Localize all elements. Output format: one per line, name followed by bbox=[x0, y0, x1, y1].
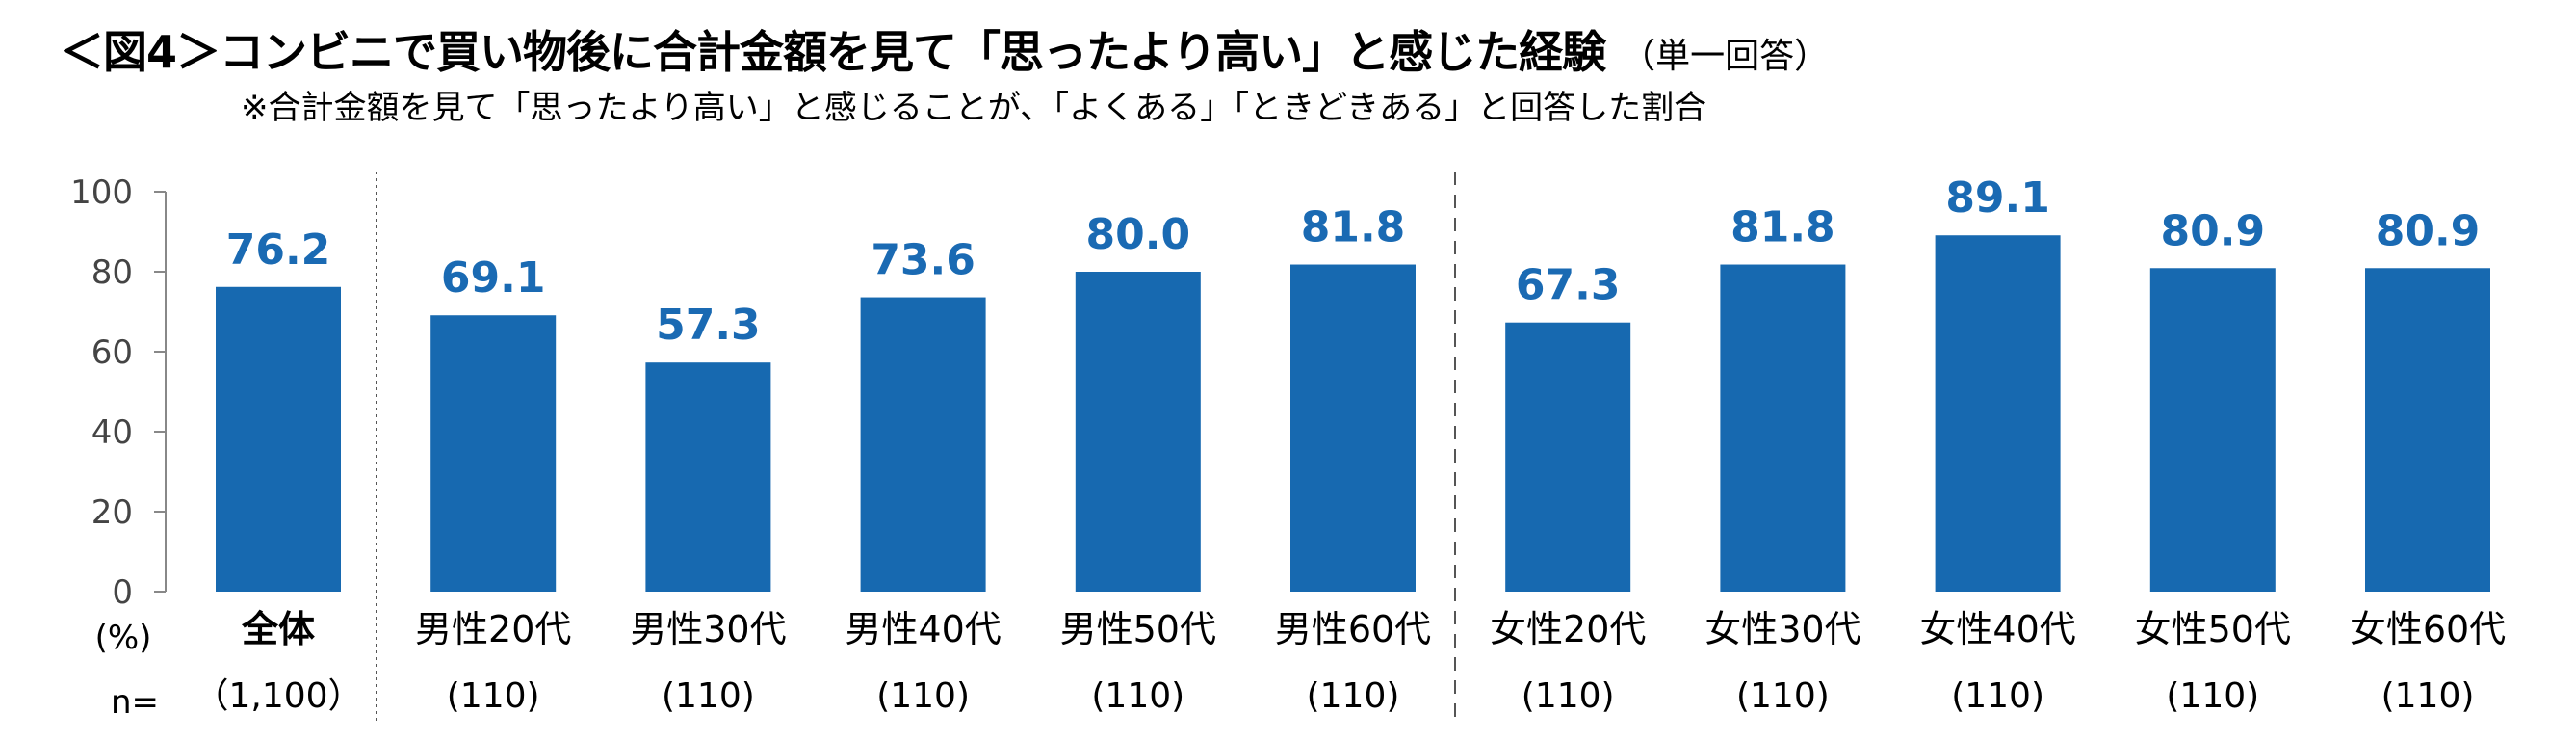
bar bbox=[1505, 322, 1631, 592]
sample-size-label: (110) bbox=[1522, 676, 1615, 716]
x-category-label: 女性20代 bbox=[1490, 608, 1646, 650]
data-label: 81.8 bbox=[1730, 203, 1835, 252]
y-tick-label: 40 bbox=[91, 413, 133, 452]
sample-size-label: (110) bbox=[876, 676, 970, 716]
bar bbox=[216, 286, 341, 592]
bar bbox=[430, 315, 557, 592]
x-category-label: 男性20代 bbox=[415, 608, 571, 650]
chart-subtitle: ※合計金額を見て「思ったより高い」と感じることが、「よくある」「ときどきある」と… bbox=[241, 89, 1707, 127]
sample-size-label: (110) bbox=[2166, 676, 2259, 716]
chart-title-text: ＜図4＞コンビニで買い物後に合計金額を見て「思ったより高い」と感じた経験 bbox=[60, 26, 1606, 78]
sample-size-label: (110) bbox=[2381, 676, 2475, 716]
sample-size-label: (110) bbox=[662, 676, 755, 716]
data-label: 67.3 bbox=[1516, 261, 1621, 310]
data-label: 57.3 bbox=[656, 301, 761, 350]
bar bbox=[645, 362, 771, 592]
chart-title-note: （単一回答） bbox=[1621, 37, 1830, 76]
bar bbox=[1935, 235, 2061, 593]
y-tick-label: 0 bbox=[112, 573, 133, 612]
sample-size-label: (110) bbox=[447, 676, 540, 716]
y-tick-label: 60 bbox=[91, 333, 133, 372]
data-label: 80.9 bbox=[2376, 206, 2481, 255]
y-axis-unit: (%) bbox=[95, 619, 152, 657]
bar bbox=[860, 297, 986, 592]
data-label: 80.0 bbox=[1086, 210, 1191, 259]
sample-size-label: (110) bbox=[1736, 676, 1830, 716]
y-tick-label: 20 bbox=[91, 493, 133, 532]
y-tick-label: 80 bbox=[91, 253, 133, 292]
data-label: 69.1 bbox=[441, 253, 546, 303]
data-label: 76.2 bbox=[226, 225, 331, 275]
data-label: 73.6 bbox=[871, 236, 976, 285]
x-category-label: 男性40代 bbox=[845, 608, 1001, 650]
bar bbox=[1720, 264, 1846, 592]
x-category-label: 女性50代 bbox=[2135, 608, 2291, 650]
x-category-label: 女性30代 bbox=[1704, 608, 1860, 650]
x-category-label: 女性40代 bbox=[1919, 608, 2075, 650]
data-label: 80.9 bbox=[2161, 206, 2266, 255]
bar bbox=[2149, 268, 2276, 592]
chart-title: ＜図4＞コンビニで買い物後に合計金額を見て「思ったより高い」と感じた経験 （単一回… bbox=[60, 17, 1829, 81]
n-prefix-label: n= bbox=[111, 683, 159, 722]
y-tick-label: 100 bbox=[70, 173, 133, 212]
data-label: 81.8 bbox=[1301, 203, 1406, 252]
x-category-label: 全体 bbox=[241, 608, 315, 650]
x-category-label: 男性30代 bbox=[630, 608, 786, 650]
data-label: 89.1 bbox=[1945, 173, 2050, 223]
x-category-label: 女性60代 bbox=[2350, 608, 2506, 650]
sample-size-label: (110) bbox=[1951, 676, 2044, 716]
x-category-label: 男性50代 bbox=[1060, 608, 1216, 650]
bar bbox=[1075, 272, 1201, 592]
sample-size-label: (110) bbox=[1091, 676, 1184, 716]
x-category-label: 男性60代 bbox=[1275, 608, 1431, 650]
bar bbox=[1290, 264, 1416, 592]
sample-size-label: (110) bbox=[1307, 676, 1400, 716]
sample-size-label: （1,100） bbox=[194, 676, 362, 716]
bar bbox=[2365, 268, 2490, 592]
